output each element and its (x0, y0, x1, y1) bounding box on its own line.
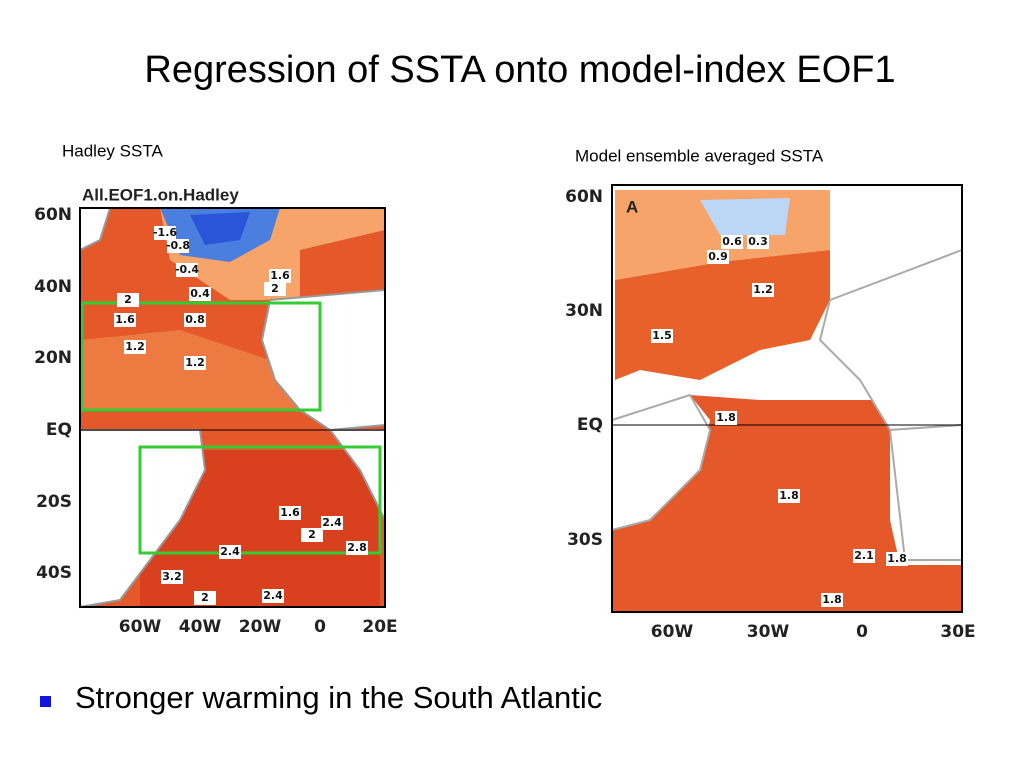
contour-label-bg (651, 329, 673, 343)
contour-label: 0.4 (190, 287, 210, 300)
contour-label: 1.2 (185, 356, 205, 369)
contour-label-bg (262, 589, 284, 603)
contour-label: 1.6 (270, 269, 290, 282)
contour-label-bg (821, 593, 843, 607)
lon-label: 30E (940, 622, 975, 642)
lon-label: 0 (314, 617, 326, 637)
contour-label: 0.6 (722, 235, 742, 248)
contour-label-bg (886, 552, 908, 566)
contour-label: 1.2 (753, 283, 773, 296)
contour-label-bg (346, 541, 368, 555)
contour-label-bg (321, 516, 343, 530)
lon-label: 0 (856, 622, 868, 642)
lon-label: 30W (747, 622, 790, 642)
lon-label: 40W (179, 617, 222, 637)
contour-label: 2.1 (854, 549, 874, 562)
lat-label: 30S (567, 530, 603, 550)
lat-label: EQ (577, 415, 603, 435)
contour-label-bg (707, 250, 729, 264)
contour-label-bg (721, 235, 743, 249)
lon-label: 20E (362, 617, 397, 637)
contour-label: 2 (124, 293, 132, 306)
contour-label: 2.8 (347, 541, 367, 554)
lat-label: 40S (36, 563, 72, 583)
contour-label-bg (194, 591, 216, 605)
contour-label: 2.4 (220, 545, 240, 558)
contour-label-bg (219, 545, 241, 559)
contour-label: 2.4 (322, 516, 342, 529)
caption: Model ensemble averaged SSTA (575, 146, 824, 165)
contour-label-bg (167, 239, 189, 253)
contour-label: 1.8 (822, 593, 842, 606)
lat-label: EQ (46, 420, 72, 440)
panel-letter: A (626, 197, 638, 216)
contour-label-bg (176, 263, 198, 277)
contour-label: 1.8 (716, 411, 736, 424)
lat-label: 60N (34, 205, 72, 225)
contour-label: 1.8 (779, 489, 799, 502)
contour-label-bg (189, 287, 211, 301)
map-title: All.EOF1.on.Hadley (82, 185, 239, 204)
contour-label-bg (715, 411, 737, 425)
contour-label-bg (853, 549, 875, 563)
contour-label: 0.8 (185, 313, 205, 326)
lat-label: 40N (34, 277, 72, 297)
contour-label: 0.3 (748, 235, 768, 248)
caption: Hadley SSTA (62, 141, 163, 160)
contour-label-bg (124, 340, 146, 354)
lat-label: 20S (36, 492, 72, 512)
bullet-marker (40, 696, 51, 707)
contour-label: 1.6 (280, 506, 300, 519)
contour-label: -1.6 (153, 226, 177, 239)
contour-label: 2.4 (263, 589, 283, 602)
contour-label-bg (752, 283, 774, 297)
contour-label-bg (747, 235, 769, 249)
contour-label-bg (778, 489, 800, 503)
lon-label: 20W (239, 617, 282, 637)
lat-label: 30N (565, 301, 603, 321)
contour-label-bg (279, 506, 301, 520)
slide-title: Regression of SSTA onto model-index EOF1 (144, 49, 895, 91)
contour-label: 2 (308, 528, 316, 541)
contour-label: 3.2 (162, 570, 182, 583)
lon-label: 60W (651, 622, 694, 642)
contour-label: -0.8 (166, 239, 190, 252)
contour-label: 0.9 (708, 250, 728, 263)
contour-label-bg (269, 269, 291, 283)
lat-label: 20N (34, 348, 72, 368)
map-left (79, 207, 386, 609)
contour-label-bg (154, 226, 176, 240)
bullet-text: Stronger warming in the South Atlantic (75, 680, 602, 715)
contour-label: 2 (201, 591, 209, 604)
contour-label: 2 (271, 282, 279, 295)
contour-label: -0.4 (175, 263, 199, 276)
contour-label-bg (301, 528, 323, 542)
contour-label-bg (161, 570, 183, 584)
contour-label: 1.5 (652, 329, 672, 342)
contour-label: 1.8 (887, 552, 907, 565)
contour-label-bg (117, 293, 139, 307)
lon-label: 60W (119, 617, 162, 637)
contour-label-bg (114, 313, 136, 327)
contour-label-bg (264, 282, 286, 296)
lat-label: 60N (565, 187, 603, 207)
contour-label-bg (184, 313, 206, 327)
contour-label: 1.6 (115, 313, 135, 326)
map-right: A (611, 184, 963, 613)
contour-label-bg (184, 356, 206, 370)
contour-label: 1.2 (125, 340, 145, 353)
